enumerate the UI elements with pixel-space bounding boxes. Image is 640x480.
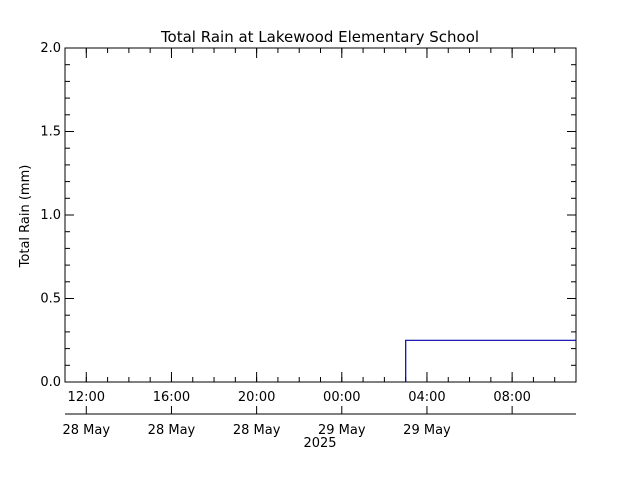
- x-tick-label: 08:00: [493, 390, 530, 405]
- x-tick-label: 20:00: [238, 390, 275, 405]
- y-tick-label: 1.5: [40, 125, 61, 140]
- year-label: 2025: [303, 436, 336, 451]
- x-date-label: 29 May: [318, 423, 366, 438]
- series-group: [405, 339, 576, 382]
- y-ticks: 0.0 0.5 1.0 1.5 2.0: [40, 41, 576, 390]
- x-date-label: 28 May: [233, 423, 281, 438]
- rain-total-line: [405, 339, 576, 382]
- x-tick-label: 12:00: [68, 390, 105, 405]
- y-tick-label: 1.0: [40, 208, 61, 223]
- y-axis-label: Total Rain (mm): [18, 165, 33, 269]
- x-date-label: 28 May: [63, 423, 111, 438]
- x-date-label: 28 May: [148, 423, 196, 438]
- y-tick-label: 2.0: [40, 41, 61, 56]
- x-tick-label: 00:00: [323, 390, 360, 405]
- y-tick-label: 0.0: [40, 375, 61, 390]
- chart-title: Total Rain at Lakewood Elementary School: [160, 28, 479, 46]
- x-ticks: 12:00 28 May 16:00 28 May 20:00 28 May 00:00 29…: [63, 48, 577, 438]
- x-date-label: 29 May: [403, 423, 451, 438]
- y-tick-label: 0.5: [40, 292, 61, 307]
- x-tick-label: 16:00: [153, 390, 190, 405]
- x-tick-label: 04:00: [408, 390, 445, 405]
- plot-frame: [64, 47, 577, 383]
